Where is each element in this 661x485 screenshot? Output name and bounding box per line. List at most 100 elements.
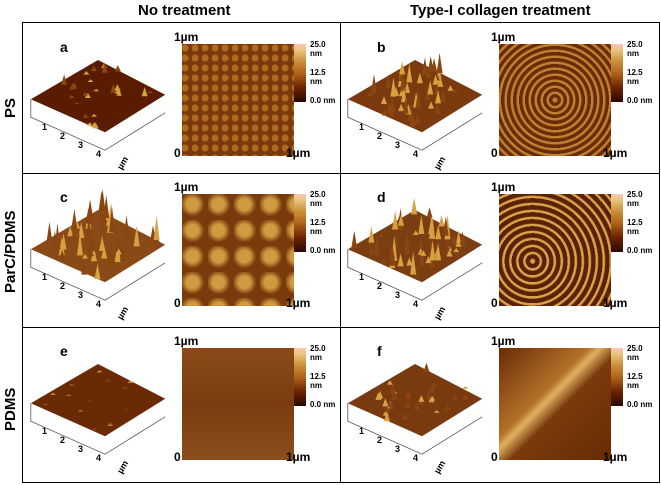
axis-unit: µm [114,304,131,322]
afm-3d-surface [30,364,166,455]
image-axis-right: 1µm [603,296,628,310]
panel-label: c [60,189,68,205]
panel-label: d [377,189,386,205]
axis-tick: 4 [413,453,419,463]
colorbar-mid-label: 12.5 nm [627,372,643,390]
image-axis-origin: 0 [491,296,498,310]
height-colorbar [611,44,623,102]
afm-panel-a: a 1 2 3 4 µm 1µm 0 1µm 25.0 nm 12.5 nm 0.0 nm [22,22,339,172]
afm-3d-surface [30,188,166,301]
axis-unit: µm [431,458,448,476]
image-axis-top: 1µm [491,334,516,348]
colorbar-min-label: 0.0 nm [627,96,653,105]
afm-panel-c: c 1 2 3 4 µm 1µm 0 1µm 25.0 nm 12.5 nm 0.0 nm [22,172,339,326]
afm-2d-image [499,44,611,156]
axis-tick: 4 [96,299,102,309]
colorbar-min-label: 0.0 nm [310,96,336,105]
figure-grid [22,22,660,483]
panel-label: e [60,343,68,359]
row-header-ps: PS [2,97,19,118]
colorbar-max-label: 25.0 nm [627,40,643,58]
axis-tick: 3 [395,140,401,150]
afm-panel-f: f 1 2 3 4 µm 1µm 0 1µm 25.0 nm 12.5 nm 0.0 nm [339,326,656,483]
axis-unit: µm [114,154,131,172]
image-axis-right: 1µm [603,146,628,160]
axis-unit: µm [114,458,131,476]
colorbar-min-label: 0.0 nm [627,246,653,255]
afm-3d-surface [347,52,483,151]
colorbar-mid-label: 12.5 nm [310,68,326,86]
colorbar-mid-label: 12.5 nm [627,68,643,86]
image-axis-origin: 0 [174,450,181,464]
axis-tick: 1 [42,272,48,282]
axis-tick: 2 [60,435,66,445]
height-colorbar [611,348,623,406]
axis-tick: 4 [96,453,102,463]
row-header-parc-pdms: ParC/PDMS [2,210,19,293]
image-axis-origin: 0 [174,146,181,160]
axis-tick: 3 [395,290,401,300]
row-header-pdms: PDMS [2,387,19,431]
column-header-collagen: Type-I collagen treatment [410,2,591,19]
panel-label: f [377,343,382,359]
axis-tick: 1 [42,122,48,132]
afm-2d-image [182,194,294,306]
axis-tick: 4 [413,149,419,159]
axis-tick: 2 [377,131,383,141]
axis-tick: 3 [78,290,84,300]
axis-tick: 1 [359,426,365,436]
height-colorbar [294,348,306,406]
image-axis-origin: 0 [174,296,181,310]
image-axis-top: 1µm [174,30,199,44]
axis-tick: 1 [42,426,48,436]
colorbar-max-label: 25.0 nm [627,190,643,208]
image-axis-top: 1µm [174,334,199,348]
image-axis-origin: 0 [491,450,498,464]
colorbar-min-label: 0.0 nm [310,400,336,409]
afm-panel-e: e 1 2 3 4 µm 1µm 0 1µm 25.0 nm 12.5 nm 0.0 nm [22,326,339,483]
afm-panel-b: b 1 2 3 4 µm 1µm 0 1µm 25.0 nm 12.5 nm 0.0 nm [339,22,656,172]
colorbar-mid-label: 12.5 nm [310,372,326,390]
grid-divider [23,327,659,328]
afm-3d-surface [347,197,483,301]
image-axis-right: 1µm [286,296,311,310]
afm-3d-surface [347,362,483,455]
axis-tick: 3 [78,444,84,454]
colorbar-mid-label: 12.5 nm [627,218,643,236]
colorbar-max-label: 25.0 nm [627,344,643,362]
axis-tick: 2 [60,281,66,291]
afm-2d-image [499,194,611,306]
axis-tick: 4 [96,149,102,159]
axis-tick: 2 [377,435,383,445]
grid-divider [340,23,341,482]
panel-label: b [377,39,386,55]
image-axis-right: 1µm [286,450,311,464]
axis-tick: 1 [359,272,365,282]
colorbar-max-label: 25.0 nm [310,40,326,58]
colorbar-min-label: 0.0 nm [310,246,336,255]
axis-tick: 3 [395,444,401,454]
colorbar-max-label: 25.0 nm [310,344,326,362]
axis-unit: µm [431,154,448,172]
column-header-no-treatment: No treatment [138,2,231,19]
image-axis-top: 1µm [174,180,199,194]
afm-3d-surface [30,60,166,151]
image-axis-top: 1µm [491,180,516,194]
afm-2d-image [182,44,294,156]
height-colorbar [294,194,306,252]
axis-tick: 1 [359,122,365,132]
colorbar-min-label: 0.0 nm [627,400,653,409]
axis-tick: 3 [78,140,84,150]
afm-2d-image [182,348,294,460]
height-colorbar [611,194,623,252]
afm-2d-image [499,348,611,460]
colorbar-max-label: 25.0 nm [310,190,326,208]
image-axis-right: 1µm [286,146,311,160]
panel-label: a [60,39,68,55]
image-axis-top: 1µm [491,30,516,44]
image-axis-right: 1µm [603,450,628,464]
axis-unit: µm [431,304,448,322]
afm-panel-d: d 1 2 3 4 µm 1µm 0 1µm 25.0 nm 12.5 nm 0.0 nm [339,172,656,326]
axis-tick: 4 [413,299,419,309]
axis-tick: 2 [377,281,383,291]
